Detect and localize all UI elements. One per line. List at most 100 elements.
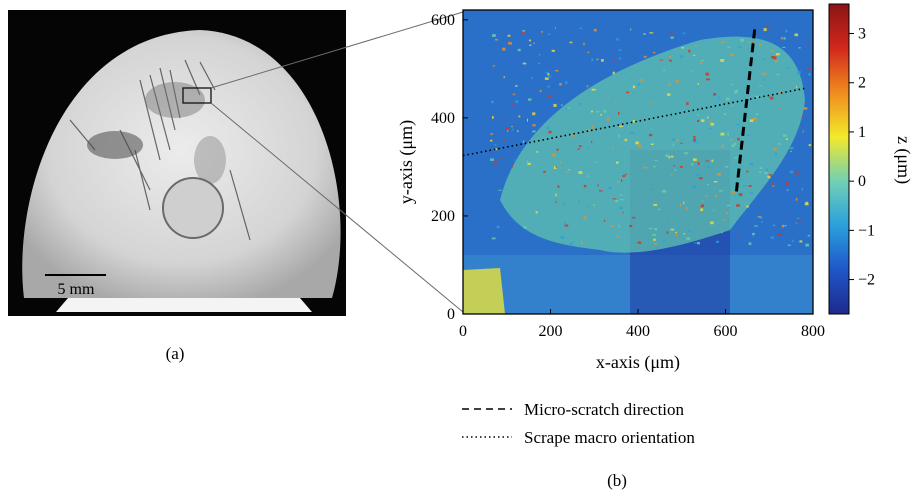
heatmap-speckle <box>750 77 752 81</box>
heatmap-speckle <box>601 59 604 62</box>
heatmap-speckle <box>522 140 525 143</box>
heatmap-speckle <box>583 42 585 45</box>
heatmap-speckle <box>643 55 647 58</box>
heatmap-speckle <box>757 216 760 218</box>
heatmap-speckle <box>564 224 569 227</box>
heatmap-speckle <box>603 109 607 113</box>
heatmap-speckle <box>771 56 775 59</box>
heatmap-speckle <box>760 221 763 223</box>
heatmap-speckle <box>619 207 623 209</box>
heatmap-speckle <box>615 200 619 203</box>
connector-line-top <box>210 11 464 89</box>
heatmap-speckle <box>694 242 697 244</box>
colorbar-tick-label: −1 <box>858 222 875 239</box>
heatmap-speckle <box>672 143 675 147</box>
heatmap-speckle <box>736 124 740 126</box>
heatmap-speckle <box>511 128 514 131</box>
heatmap-speckle <box>494 148 498 151</box>
heatmap-speckle <box>663 239 666 242</box>
heatmap-speckle <box>762 72 767 76</box>
heatmap-speckle <box>491 237 496 240</box>
heatmap-speckle <box>749 163 754 166</box>
heatmap-speckle <box>546 126 550 129</box>
heatmap-speckle <box>799 240 803 243</box>
heatmap-speckle <box>552 154 556 157</box>
heatmap-speckle <box>693 138 697 142</box>
wear-region-upper <box>145 82 205 118</box>
heatmap-speckle <box>715 194 717 197</box>
heatmap-speckle <box>657 208 661 210</box>
heatmap-speckle <box>762 58 766 61</box>
wear-scars <box>69 59 251 241</box>
heatmap-speckle <box>773 224 776 226</box>
heatmap-speckle <box>733 157 738 159</box>
heatmap-speckle <box>595 111 600 113</box>
heatmap-speckle <box>651 188 654 191</box>
heatmap-speckle <box>683 201 685 205</box>
heatmap-speckle <box>808 41 810 43</box>
heatmap-speckle <box>618 57 621 60</box>
heatmap-speckle <box>603 219 606 222</box>
heatmap-speckle <box>683 233 685 235</box>
heatmap-speckle <box>672 138 676 141</box>
heatmap-speckle <box>622 212 624 214</box>
heatmap-speckle <box>666 231 669 234</box>
heatmap-speckle <box>600 114 602 116</box>
heatmap-speckle <box>669 32 674 34</box>
taper-hole <box>162 177 224 239</box>
x-tick-label: 800 <box>801 323 825 340</box>
heatmap-speckle <box>705 72 710 76</box>
heatmap-speckle <box>720 132 725 136</box>
heatmap-speckle <box>794 171 799 175</box>
scale-bar-label: 5 mm <box>58 281 95 298</box>
heatmap-speckle <box>786 67 790 69</box>
heatmap-speckle <box>594 207 597 209</box>
heatmap-speckle <box>749 119 754 122</box>
heatmap-speckle <box>578 171 583 174</box>
heatmap-speckle <box>538 62 540 64</box>
heatmap-speckle <box>599 190 603 192</box>
heatmap-speckle <box>670 174 673 176</box>
heatmap-speckle <box>586 85 589 88</box>
heatmap-speckle <box>720 59 725 62</box>
heatmap-speckle <box>688 49 691 53</box>
heatmap-speckle <box>686 237 691 240</box>
y-ticks: 0 200 400 600 <box>431 12 468 323</box>
heatmap-speckle <box>798 220 802 223</box>
heatmap-speckle <box>554 27 556 29</box>
heatmap-speckle <box>495 38 499 41</box>
heatmap-speckle <box>679 166 683 168</box>
heatmap-speckle <box>733 92 737 94</box>
x-tick-label: 0 <box>459 323 467 340</box>
heatmap-speckle <box>671 178 673 180</box>
heatmap-speckle <box>607 96 609 99</box>
heatmap-speckle <box>710 122 715 126</box>
heatmap-speckle <box>616 161 619 164</box>
heatmap-speckle <box>668 155 670 159</box>
heatmap-speckle <box>650 128 652 130</box>
heatmap-speckle <box>640 78 643 82</box>
heatmap-speckle <box>730 138 733 141</box>
heatmap-speckle <box>692 158 697 161</box>
heatmap-speckle <box>795 222 798 224</box>
heatmap-speckle <box>736 233 739 235</box>
heatmap-speckle <box>740 38 745 42</box>
heatmap-speckle <box>616 159 619 161</box>
heatmap-speckle <box>770 50 775 52</box>
heatmap-speckle <box>587 51 590 54</box>
heatmap-speckle <box>783 134 787 138</box>
heatmap-speckle <box>492 34 496 37</box>
heatmap-speckle <box>619 125 623 128</box>
heatmap-speckle <box>752 232 755 236</box>
heatmap-speckle <box>748 242 752 245</box>
heatmap-speckle <box>653 238 656 241</box>
panel-a-label: (a) <box>166 344 185 363</box>
heatmap-speckle <box>782 46 786 48</box>
colorbar-tick-label: 2 <box>858 75 866 92</box>
heatmap-speckle <box>772 185 775 187</box>
heatmap-speckle <box>581 241 583 244</box>
heatmap-panel: 0 200 400 600 800 0 200 400 600 x-axis (μm) y-a… <box>396 9 825 373</box>
heatmap-speckle <box>782 225 787 227</box>
heatmap-speckle <box>675 139 679 142</box>
heatmap-speckle <box>578 200 580 203</box>
